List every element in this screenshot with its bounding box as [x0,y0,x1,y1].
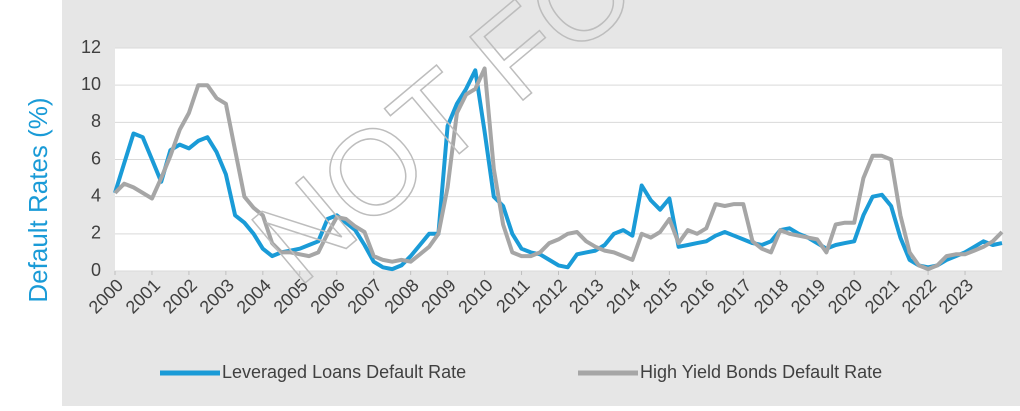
y-tick-label: 6 [91,148,101,168]
y-tick-label: 2 [91,223,101,243]
series-line [113,68,1003,272]
y-tick-label: 0 [91,260,101,280]
y-tick-label: 8 [91,111,101,131]
y-axis-label: Default Rates (%) [23,97,53,302]
y-tick-label: 4 [91,185,101,205]
legend-label: High Yield Bonds Default Rate [640,362,882,382]
y-tick-label: 12 [81,37,101,57]
legend-label: Leveraged Loans Default Rate [222,362,466,382]
series-line [113,66,1004,272]
y-tick-label: 10 [81,74,101,94]
